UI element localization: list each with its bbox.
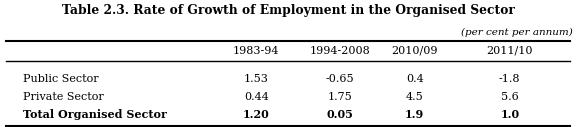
Text: 1994-2008: 1994-2008 [309, 46, 370, 56]
Text: 5.6: 5.6 [501, 92, 518, 101]
Text: 1.75: 1.75 [328, 92, 352, 101]
Text: Public Sector: Public Sector [23, 74, 98, 84]
Text: -0.65: -0.65 [325, 74, 354, 84]
Text: Total Organised Sector: Total Organised Sector [23, 109, 167, 120]
Text: Table 2.3. Rate of Growth of Employment in the Organised Sector: Table 2.3. Rate of Growth of Employment … [62, 4, 514, 17]
Text: 2011/10: 2011/10 [487, 46, 533, 56]
Text: 1983-94: 1983-94 [233, 46, 279, 56]
Text: 1.20: 1.20 [243, 109, 270, 120]
Text: 2010/09: 2010/09 [392, 46, 438, 56]
Text: 1.53: 1.53 [244, 74, 269, 84]
Text: 4.5: 4.5 [406, 92, 423, 101]
Text: 1.9: 1.9 [405, 109, 425, 120]
Text: 1.0: 1.0 [500, 109, 520, 120]
Text: 0.44: 0.44 [244, 92, 269, 101]
Text: 0.05: 0.05 [327, 109, 353, 120]
Text: -1.8: -1.8 [499, 74, 521, 84]
Text: 0.4: 0.4 [406, 74, 423, 84]
Text: Private Sector: Private Sector [23, 92, 104, 101]
Text: (per cent per annum): (per cent per annum) [461, 28, 573, 37]
